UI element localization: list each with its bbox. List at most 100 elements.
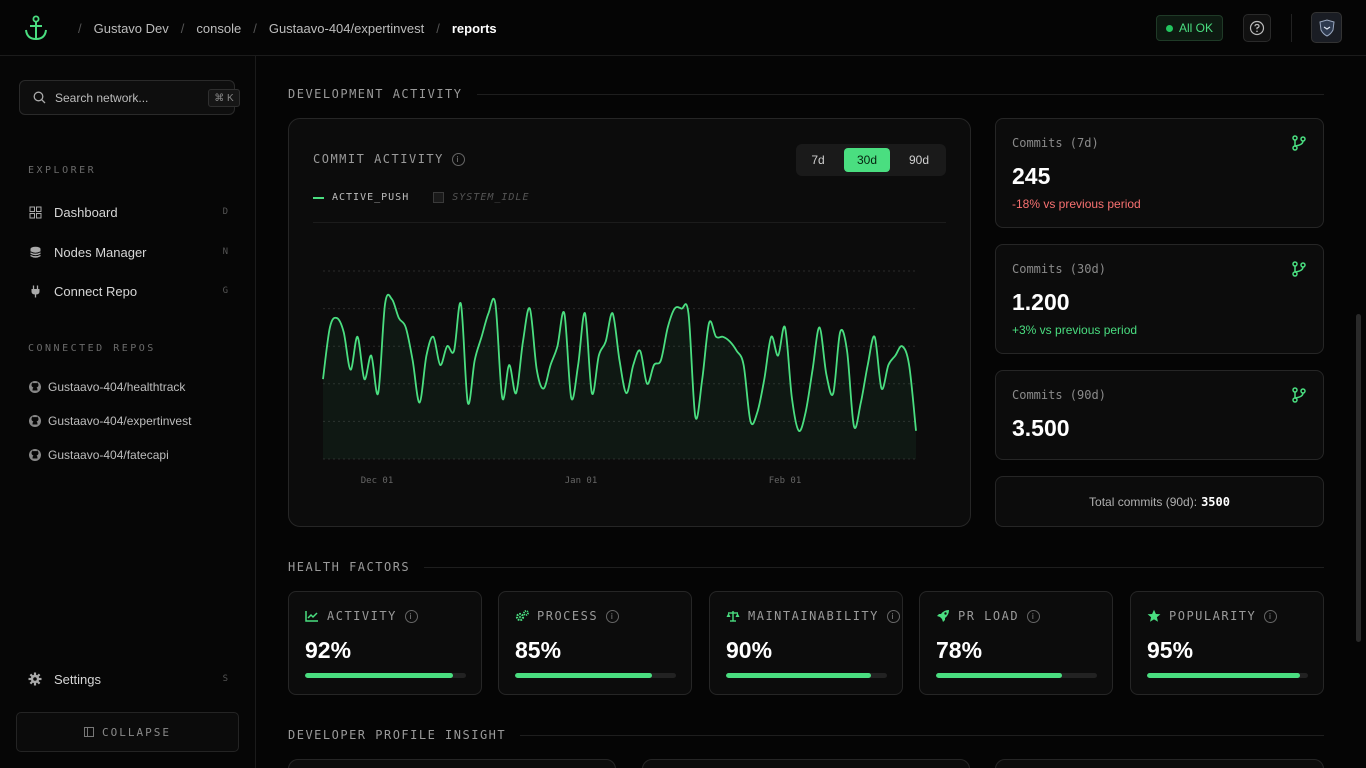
health-header: MAINTAINABILITY i bbox=[726, 609, 900, 623]
health-header: PR LOAD i bbox=[936, 609, 1041, 623]
divider bbox=[1291, 14, 1292, 42]
sidebar-item-nodes-manager[interactable]: Nodes Manager N bbox=[28, 241, 228, 263]
health-label: ACTIVITY bbox=[327, 609, 397, 623]
profile-card bbox=[642, 759, 970, 768]
avatar[interactable] bbox=[1311, 12, 1342, 43]
shortcut-key: N bbox=[222, 247, 228, 257]
repo-name: Gustaavo-404/expertinvest bbox=[48, 414, 192, 428]
collapse-button[interactable]: COLLAPSE bbox=[16, 712, 239, 752]
series-area-active-push bbox=[323, 294, 916, 459]
info-icon[interactable]: i bbox=[404, 609, 418, 623]
github-icon bbox=[29, 449, 41, 461]
avatar-shield-icon bbox=[1318, 18, 1335, 37]
breadcrumb-separator: / bbox=[78, 20, 82, 36]
connected-repos-title: CONNECTED REPOS bbox=[28, 343, 156, 354]
chart-title-text: COMMIT ACTIVITY bbox=[313, 152, 444, 166]
info-icon[interactable]: i bbox=[606, 609, 620, 623]
info-icon[interactable]: i bbox=[886, 609, 900, 623]
anchor-logo-icon[interactable] bbox=[24, 15, 48, 41]
shortcut-key: G bbox=[222, 286, 228, 296]
health-card-activity: ACTIVITY i 92% bbox=[288, 591, 482, 695]
explorer-title: EXPLORER bbox=[28, 165, 97, 176]
status-badge[interactable]: All OK bbox=[1156, 15, 1223, 41]
sidebar-item-settings[interactable]: Settings S bbox=[28, 668, 228, 690]
legend-item-active-push[interactable]: ACTIVE_PUSH bbox=[313, 192, 409, 203]
breadcrumb-item-current: reports bbox=[451, 20, 497, 36]
health-bar bbox=[515, 673, 676, 678]
info-icon[interactable]: i bbox=[451, 152, 465, 166]
development-activity-header: DEVELOPMENT ACTIVITY bbox=[288, 87, 1324, 101]
legend-swatch bbox=[313, 196, 324, 199]
stat-card-commits-90d: Commits (90d) 3.500 bbox=[995, 370, 1324, 460]
range-option-90d[interactable]: 90d bbox=[908, 153, 930, 167]
repo-name: Gustaavo-404/healthtrack bbox=[48, 380, 186, 394]
breadcrumb-separator: / bbox=[253, 20, 257, 36]
legend-item-system-idle[interactable]: SYSTEM_IDLE bbox=[433, 192, 529, 203]
status-label: All OK bbox=[1178, 21, 1213, 35]
range-option-30d[interactable]: 30d bbox=[844, 148, 890, 172]
health-header: PROCESS i bbox=[515, 609, 620, 623]
health-bar-fill bbox=[305, 673, 454, 678]
info-icon[interactable]: i bbox=[1264, 609, 1278, 623]
search-shortcut: ⌘ K bbox=[208, 89, 240, 107]
info-icon[interactable]: i bbox=[1027, 609, 1041, 623]
profile-card bbox=[995, 759, 1324, 768]
health-label: MAINTAINABILITY bbox=[748, 609, 879, 623]
health-bar-fill bbox=[726, 673, 871, 678]
health-label: PROCESS bbox=[537, 609, 599, 623]
git-branch-icon bbox=[1292, 261, 1306, 277]
github-icon bbox=[29, 415, 41, 427]
commit-chart: Dec 01 Jan 01 Feb 01 bbox=[322, 270, 917, 486]
breadcrumb-item-owner[interactable]: Gustavo Dev bbox=[93, 20, 169, 36]
health-value: 95% bbox=[1147, 637, 1194, 663]
database-icon bbox=[28, 245, 42, 259]
sidebar-item-label: Settings bbox=[54, 671, 101, 687]
repo-link-fatecapi[interactable]: Gustaavo-404/fatecapi bbox=[28, 448, 169, 462]
repo-link-healthtrack[interactable]: Gustaavo-404/healthtrack bbox=[28, 380, 185, 394]
scrollbar[interactable] bbox=[1356, 314, 1361, 642]
health-bar-fill bbox=[1147, 673, 1300, 678]
chart-title: COMMIT ACTIVITY i bbox=[313, 152, 465, 166]
stat-value: 245 bbox=[1012, 163, 1051, 189]
range-option-7d[interactable]: 7d bbox=[811, 153, 825, 167]
series-line-active-push bbox=[322, 293, 917, 432]
section-title: DEVELOPER PROFILE INSIGHT bbox=[288, 728, 507, 742]
git-branch-icon bbox=[1292, 135, 1306, 151]
health-bar bbox=[726, 673, 887, 678]
section-title: DEVELOPMENT ACTIVITY bbox=[288, 87, 463, 101]
health-card-maintainability: MAINTAINABILITY i 90% bbox=[709, 591, 903, 695]
breadcrumb-item-console[interactable]: console bbox=[196, 20, 242, 36]
stat-label: Commits (90d) bbox=[1012, 388, 1106, 402]
plug-icon bbox=[28, 284, 42, 298]
breadcrumb-separator: / bbox=[180, 20, 185, 36]
collapse-label: COLLAPSE bbox=[102, 725, 171, 739]
scale-icon bbox=[726, 611, 740, 622]
help-button[interactable] bbox=[1243, 14, 1271, 42]
health-value: 78% bbox=[936, 637, 983, 663]
chart-line-icon bbox=[305, 611, 318, 622]
x-tick-label: Jan 01 bbox=[565, 476, 598, 486]
status-dot-icon bbox=[1165, 24, 1173, 32]
commit-activity-card: COMMIT ACTIVITY i 7d 30d 90d ACTIVE_PUSH… bbox=[288, 118, 971, 527]
search-placeholder: Search network... bbox=[55, 91, 149, 105]
repo-link-expertinvest[interactable]: Gustaavo-404/expertinvest bbox=[28, 414, 191, 428]
health-label: POPULARITY bbox=[1169, 609, 1257, 623]
x-tick-label: Dec 01 bbox=[361, 476, 394, 486]
sidebar-item-dashboard[interactable]: Dashboard D bbox=[28, 201, 228, 223]
chart-legend: ACTIVE_PUSH SYSTEM_IDLE bbox=[313, 192, 529, 203]
search-input[interactable]: Search network... ⌘ K bbox=[19, 80, 240, 115]
sidebar-item-connect-repo[interactable]: Connect Repo G bbox=[28, 280, 228, 302]
health-value: 85% bbox=[515, 637, 562, 663]
x-axis: Dec 01 Jan 01 Feb 01 bbox=[361, 476, 802, 486]
top-bar: / Gustavo Dev / console / Gustaavo-404/e… bbox=[0, 0, 1366, 56]
legend-swatch bbox=[433, 192, 445, 203]
health-bar bbox=[305, 673, 466, 678]
sidebar-item-label: Nodes Manager bbox=[54, 244, 147, 260]
star-icon bbox=[1147, 609, 1161, 622]
health-bar bbox=[1147, 673, 1308, 678]
breadcrumb-item-repo[interactable]: Gustaavo-404/expertinvest bbox=[268, 20, 425, 36]
stat-value: 1.200 bbox=[1012, 289, 1070, 315]
shortcut-key: D bbox=[222, 207, 228, 217]
divider bbox=[476, 93, 1324, 95]
health-factors-header: HEALTH FACTORS bbox=[288, 560, 1324, 574]
